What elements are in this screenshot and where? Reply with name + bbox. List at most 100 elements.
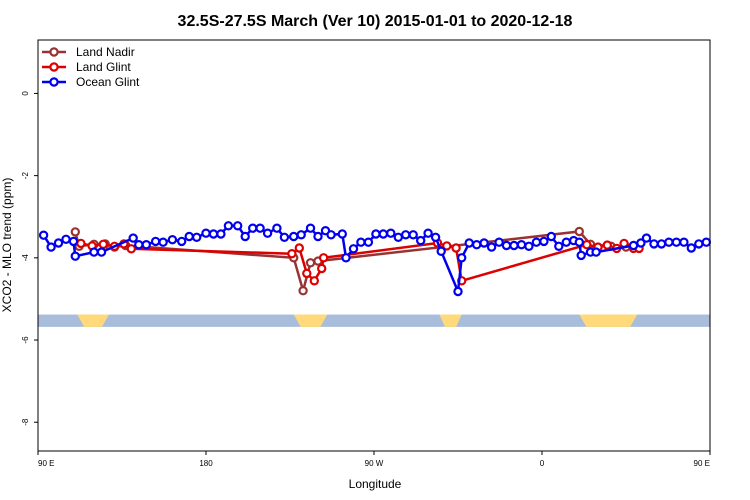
data-point xyxy=(451,243,461,253)
data-point xyxy=(272,223,282,233)
x-tick-label: 180 xyxy=(199,459,213,468)
data-point xyxy=(509,240,519,251)
data-point xyxy=(158,237,168,247)
data-point xyxy=(318,253,329,263)
data-point xyxy=(348,244,359,254)
chart-title: 32.5S-27.5S March (Ver 10) 2015-01-01 to… xyxy=(178,13,573,30)
y-tick-label: -2 xyxy=(21,172,30,180)
data-point xyxy=(70,251,81,261)
legend-label: Land Nadir xyxy=(76,45,135,59)
data-point xyxy=(641,233,652,243)
data-point xyxy=(76,238,86,249)
data-point xyxy=(436,246,446,256)
x-tick-label: 90 E xyxy=(38,459,54,468)
x-tick-label: 90 E xyxy=(694,459,710,468)
data-point xyxy=(296,230,306,240)
data-point xyxy=(96,247,107,257)
data-point xyxy=(378,229,388,239)
data-point xyxy=(401,230,411,240)
x-tick-label: 90 W xyxy=(365,459,384,468)
y-tick-label: -4 xyxy=(21,254,30,262)
data-point xyxy=(279,232,290,242)
data-point xyxy=(298,286,308,296)
data-point xyxy=(216,229,226,239)
data-point xyxy=(602,240,613,250)
data-point xyxy=(524,241,534,251)
data-point xyxy=(141,239,151,250)
data-point xyxy=(167,234,178,245)
legend-entry: Land Nadir xyxy=(42,45,135,59)
land-segment xyxy=(293,314,328,327)
data-point xyxy=(255,223,265,233)
data-point xyxy=(150,236,161,247)
series-layer xyxy=(38,221,712,297)
data-point xyxy=(408,230,418,240)
land-segment xyxy=(439,314,462,327)
data-point xyxy=(191,232,202,242)
data-point xyxy=(68,236,79,247)
data-point xyxy=(636,238,646,248)
data-point xyxy=(393,232,403,242)
data-point xyxy=(516,239,527,250)
data-point xyxy=(628,240,639,251)
data-point xyxy=(176,236,187,247)
data-point xyxy=(126,244,137,254)
data-point xyxy=(494,237,504,247)
data-point xyxy=(574,237,585,247)
data-point xyxy=(574,226,585,237)
data-point xyxy=(472,239,482,250)
data-point xyxy=(539,236,549,247)
data-point xyxy=(464,238,474,248)
data-point xyxy=(701,237,712,247)
data-point xyxy=(664,237,674,247)
data-point xyxy=(287,248,297,259)
data-point xyxy=(430,232,441,242)
data-point xyxy=(649,239,659,249)
data-point xyxy=(201,228,211,238)
data-point xyxy=(337,229,347,239)
series-ocean-glint xyxy=(38,221,712,297)
land-segment xyxy=(77,314,109,327)
data-point xyxy=(294,243,304,253)
y-tick-label: 0 xyxy=(21,91,30,96)
data-point xyxy=(576,250,586,261)
legend-label: Ocean Glint xyxy=(76,75,140,89)
data-point xyxy=(184,231,194,242)
data-point xyxy=(363,237,374,247)
data-point xyxy=(289,231,299,242)
legend-marker xyxy=(49,47,59,57)
y-tick-label: -6 xyxy=(21,336,30,344)
data-point xyxy=(671,237,682,247)
x-axis: 90 E 180 90 W 0 90 E xyxy=(37,451,711,468)
data-point xyxy=(128,233,138,243)
data-point xyxy=(457,253,467,263)
data-point xyxy=(302,268,312,279)
data-point xyxy=(309,276,319,286)
data-point xyxy=(531,237,542,247)
y-tick-label: -8 xyxy=(21,418,30,426)
data-point xyxy=(53,238,64,248)
data-point xyxy=(694,239,704,249)
data-point xyxy=(305,258,316,268)
data-point xyxy=(686,243,697,253)
land-segment xyxy=(579,314,638,327)
legend-marker xyxy=(49,62,59,72)
data-point xyxy=(208,229,219,239)
y-axis-label: XCO2 - MLO trend (ppm) xyxy=(0,178,14,313)
legend-marker xyxy=(49,77,59,87)
data-point xyxy=(356,237,366,247)
data-point xyxy=(582,239,592,250)
data-point xyxy=(479,238,489,248)
data-point xyxy=(442,241,452,251)
data-point xyxy=(38,230,49,240)
data-point xyxy=(554,241,564,251)
data-point xyxy=(317,263,327,274)
data-point xyxy=(305,223,316,233)
data-point xyxy=(453,286,463,297)
data-point xyxy=(501,240,512,251)
x-tick-label: 0 xyxy=(540,459,545,468)
land-ocean-band xyxy=(38,314,710,327)
data-point xyxy=(679,237,689,247)
